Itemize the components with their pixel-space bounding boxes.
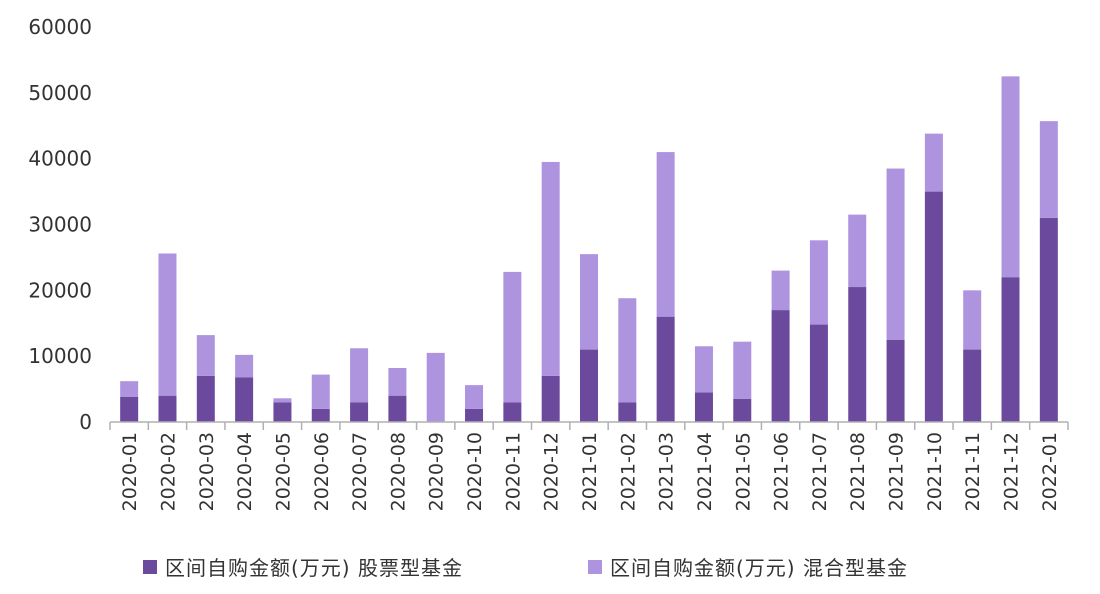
bar-stock [771,310,790,422]
bar-hybrid [465,385,484,409]
y-tick-label: 40000 [28,147,92,171]
bar-hybrid [350,348,369,403]
bar-hybrid [886,168,905,340]
y-tick-label: 10000 [28,344,92,368]
bar-stock [924,191,943,422]
bar-hybrid [388,368,407,396]
y-tick-label: 50000 [28,81,92,105]
bar-stock [1001,277,1020,422]
legend-label-stock: 区间自购金额(万元) 股票型基金 [165,556,463,580]
bar-stock [848,287,867,422]
x-tick-label: 2021-12 [1001,432,1023,511]
x-tick-label: 2021-04 [694,432,716,511]
legend-label-hybrid: 区间自购金额(万元) 混合型基金 [610,556,908,580]
x-tick-label: 2020-04 [234,432,256,511]
x-tick-label: 2020-03 [196,432,218,511]
bar-stock [1039,217,1058,422]
legend-item-hybrid: 区间自购金额(万元) 混合型基金 [588,552,908,581]
x-tick-label: 2020-12 [541,432,563,511]
bar-stock [733,398,752,422]
bar-stock [580,349,598,422]
legend-swatch-stock [143,559,157,574]
chart-canvas: 0 10000 20000 30000 40000 50000 60000 2020-01 20… [28,15,1069,511]
x-tick-label: 2021-10 [924,432,946,511]
x-tick-label: 2020-01 [119,432,141,511]
y-tick-label: 60000 [28,15,92,39]
bar-hybrid [809,240,828,325]
bar-hybrid [426,352,445,422]
legend-item-stock: 区间自购金额(万元) 股票型基金 [143,552,463,581]
bar-stock [541,375,560,422]
x-tick-label: 2020-09 [426,432,448,511]
x-tick-label: 2020-05 [272,432,294,511]
x-tick-label: 2021-09 [886,432,908,511]
bar-hybrid [541,161,560,376]
bar-hybrid [733,341,752,399]
y-tick-label: 20000 [28,278,92,302]
legend-swatch-hybrid [588,559,602,574]
bar-stock [618,402,637,422]
x-tick-label: 2020-02 [157,432,179,511]
bar-stock [311,408,330,422]
bar-stock [963,349,982,422]
x-tick-label: 2021-02 [617,432,639,511]
bar-hybrid [196,335,215,376]
x-tick-label: 2021-06 [771,432,793,511]
bar-hybrid [771,270,790,311]
x-tick-label: 2021-11 [962,432,984,511]
x-tick-label: 2020-08 [387,432,409,511]
bar-stock [656,316,675,422]
bar-hybrid [235,354,254,378]
bar-stock [694,392,713,422]
bar-hybrid [273,398,292,403]
bar-hybrid [618,298,637,403]
bar-hybrid [580,254,598,350]
bar-hybrid [1039,121,1058,218]
bar-stock [388,395,407,422]
bar-stock [158,395,177,422]
bar-hybrid [158,253,177,396]
bar-stock [503,402,522,422]
bar-hybrid [848,214,867,288]
bar-stock [196,375,215,422]
x-tick-label: 2021-08 [847,432,869,511]
x-tick-label: 2020-07 [349,432,371,511]
x-tick-label: 2020-10 [464,432,486,511]
bar-stock [273,402,292,422]
x-tick-label: 2021-07 [809,432,831,511]
bar-stock [809,324,828,422]
x-tick-label: 2020-11 [502,432,524,511]
chart-legend: 区间自购金额(万元) 股票型基金 区间自购金额(万元) 混合型基金 [0,552,1100,582]
bar-stock [350,402,369,422]
x-tick-label: 2021-05 [732,432,754,511]
bar-stock [465,408,484,422]
bar-hybrid [503,271,522,403]
x-tick-label: 2020-06 [311,432,333,511]
bar-hybrid [694,346,713,393]
bar-hybrid [311,374,330,409]
bar-hybrid [1001,76,1020,278]
y-tick-label: 0 [79,410,92,434]
bar-hybrid [120,381,139,397]
x-tick-label: 2022-01 [1039,432,1061,511]
bar-stock [120,396,139,422]
y-tick-label: 30000 [28,213,92,237]
x-tick-label: 2021-03 [656,432,678,511]
x-tick-label: 2021-01 [579,432,601,511]
bar-hybrid [963,290,982,350]
bar-stock [886,339,905,422]
bar-hybrid [924,133,943,192]
bar-hybrid [656,152,675,317]
bar-stock [235,377,254,422]
